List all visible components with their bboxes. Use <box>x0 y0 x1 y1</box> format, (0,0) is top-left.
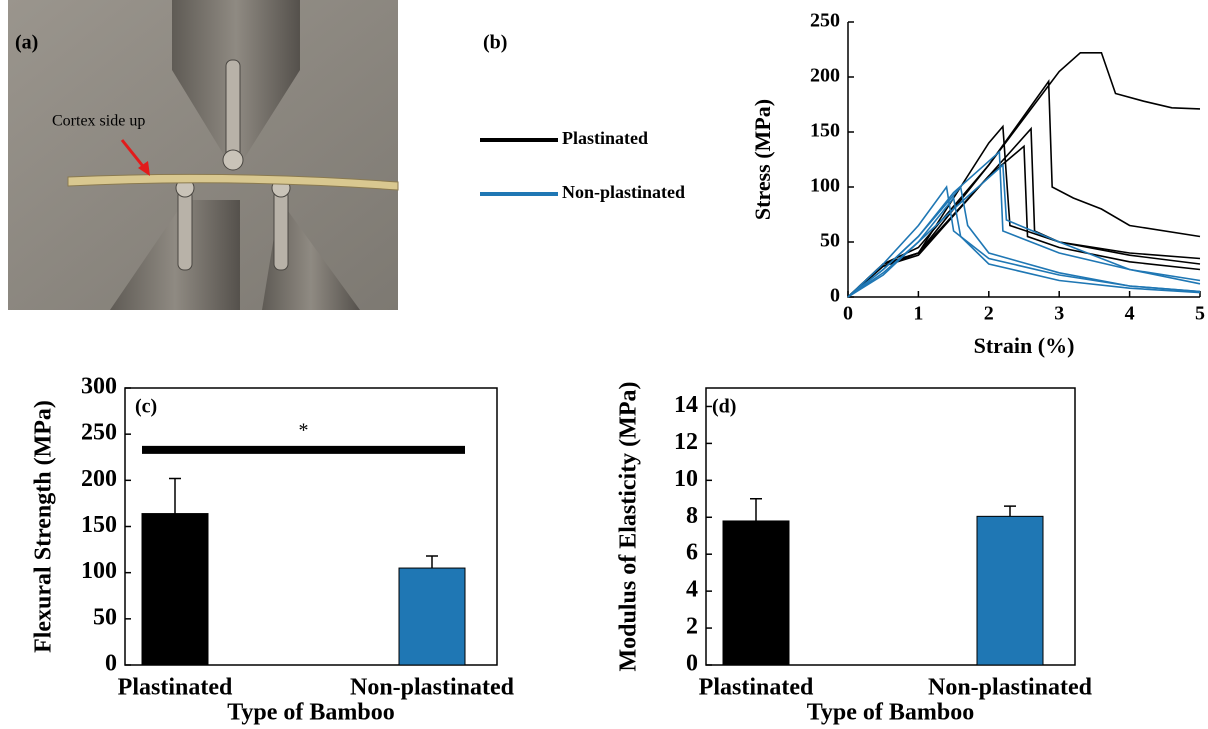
x-axis-label: Strain (%) <box>974 333 1075 358</box>
bar <box>399 568 465 665</box>
stress-strain-curve <box>848 198 1200 297</box>
y-tick-label: 50 <box>93 604 117 630</box>
error-bar <box>426 556 438 568</box>
bar <box>977 516 1043 665</box>
y-tick-label: 8 <box>686 503 698 529</box>
y-axis-label: Modulus of Elasticity (MPa) <box>616 382 642 672</box>
x-tick-label: 1 <box>913 303 923 325</box>
y-tick-label: 4 <box>686 577 698 603</box>
panel-label: (a) <box>15 32 38 54</box>
x-tick-label: 5 <box>1195 303 1205 325</box>
spring <box>274 190 288 270</box>
figure: Cortex side up (a) 050100150200250Stress… <box>0 0 1208 729</box>
x-tick-label: 4 <box>1125 303 1135 325</box>
annotation: Cortex side up <box>52 113 145 130</box>
y-tick-label: 200 <box>81 466 117 492</box>
y-tick-label: 200 <box>810 65 840 87</box>
bar <box>723 521 789 665</box>
significance-label: * <box>299 419 309 441</box>
stress-strain-curve <box>848 187 1200 297</box>
y-tick-label: 50 <box>820 230 840 252</box>
page: {"photo":{"label":"(a)","annotation":"Co… <box>0 0 1208 729</box>
y-axis-label: Flexural Strength (MPa) <box>31 400 57 653</box>
x-axis-label: Type of Bamboo <box>807 700 975 726</box>
panel-label: (c) <box>135 396 157 418</box>
y-tick-label: 150 <box>81 512 117 538</box>
stress-strain-curve <box>848 187 1200 297</box>
stress-strain-curve <box>848 146 1200 297</box>
y-tick-label: 0 <box>830 285 840 307</box>
spring <box>226 60 240 160</box>
y-tick-label: 150 <box>810 120 840 142</box>
error-bar <box>169 478 181 513</box>
y-tick-label: 250 <box>810 10 840 32</box>
panel-label: (d) <box>712 396 736 418</box>
y-tick-label: 300 <box>81 374 117 400</box>
y-tick-label: 10 <box>674 466 698 492</box>
y-tick-label: 0 <box>686 651 698 677</box>
x-tick-label: Plastinated <box>699 675 814 701</box>
stress-strain-curve <box>848 152 1200 297</box>
error-bar <box>1004 506 1016 516</box>
x-tick-label: Non-plastinated <box>350 675 515 701</box>
photo: Cortex side up (a) <box>8 0 398 310</box>
x-tick-label: 3 <box>1054 303 1064 325</box>
y-tick-label: 2 <box>686 614 698 640</box>
x-tick-label: Non-plastinated <box>928 675 1093 701</box>
y-axis-label: Stress (MPa) <box>750 99 775 220</box>
error-bar <box>750 499 762 521</box>
x-tick-label: Plastinated <box>118 675 233 701</box>
y-tick-label: 0 <box>105 651 117 677</box>
y-tick-label: 250 <box>81 420 117 446</box>
spring <box>178 190 192 270</box>
y-tick-label: 100 <box>810 175 840 197</box>
x-axis-label: Type of Bamboo <box>227 700 395 726</box>
y-tick-label: 100 <box>81 558 117 584</box>
x-tick-label: 2 <box>984 303 994 325</box>
y-tick-label: 6 <box>686 540 698 566</box>
stress-strain-curve <box>848 81 1200 297</box>
legend-label: Non-plastinated <box>562 182 685 202</box>
x-tick-label: 0 <box>843 303 853 325</box>
roller <box>223 150 243 170</box>
y-tick-label: 14 <box>674 392 698 418</box>
legend-label: Plastinated <box>562 128 648 148</box>
y-tick-label: 12 <box>674 429 698 455</box>
bar <box>142 514 208 665</box>
panel-label: (b) <box>483 32 507 54</box>
